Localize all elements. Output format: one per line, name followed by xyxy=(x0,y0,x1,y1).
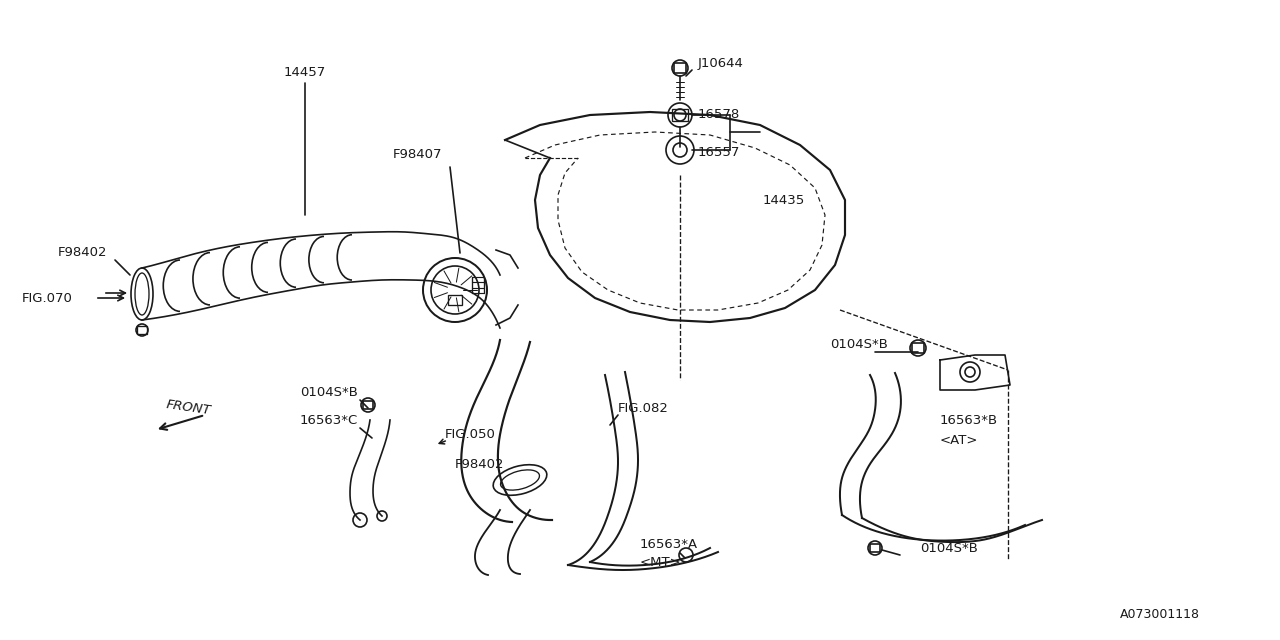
Text: 16578: 16578 xyxy=(698,109,740,122)
Bar xyxy=(137,326,147,334)
Text: 16557: 16557 xyxy=(698,145,740,159)
Text: FIG.070: FIG.070 xyxy=(22,291,73,305)
Text: 16563*B: 16563*B xyxy=(940,413,998,426)
Text: F98402: F98402 xyxy=(58,246,108,259)
Bar xyxy=(870,544,881,552)
Bar xyxy=(448,295,462,305)
Bar xyxy=(672,109,689,121)
Text: F98407: F98407 xyxy=(393,148,443,161)
Text: <AT>: <AT> xyxy=(940,433,978,447)
Text: FIG.082: FIG.082 xyxy=(618,401,669,415)
Text: FRONT: FRONT xyxy=(165,399,211,417)
Text: 16563*A: 16563*A xyxy=(640,538,698,552)
Text: F98402: F98402 xyxy=(454,458,504,472)
Text: 0104S*B: 0104S*B xyxy=(829,339,888,351)
Bar xyxy=(911,343,924,353)
Text: J10644: J10644 xyxy=(698,56,744,70)
Text: 14457: 14457 xyxy=(284,67,326,79)
Text: <MT>: <MT> xyxy=(640,557,682,570)
Text: A073001118: A073001118 xyxy=(1120,609,1201,621)
Bar xyxy=(364,401,372,409)
Text: 14435: 14435 xyxy=(763,193,805,207)
Text: FIG.050: FIG.050 xyxy=(445,429,495,442)
Text: 0104S*B: 0104S*B xyxy=(300,387,358,399)
Text: 16563*C: 16563*C xyxy=(300,413,358,426)
Text: 0104S*B: 0104S*B xyxy=(920,541,978,554)
Bar xyxy=(675,63,686,73)
